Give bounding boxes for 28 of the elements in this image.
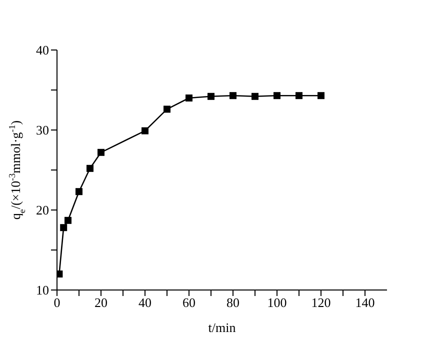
x-tick-label: 140 [355,295,375,310]
point [318,92,324,100]
x-tick-label: 40 [138,295,152,310]
point [208,92,214,100]
x-tick-label: 80 [226,295,240,310]
x-tick-label: 0 [54,295,60,310]
x-tick-label: 100 [267,295,287,310]
point [274,92,280,100]
x-tick-label: 120 [311,295,331,310]
point [186,94,192,102]
point [64,216,72,224]
point [164,106,170,113]
point [142,127,148,134]
y-tick-label: 10 [36,282,49,298]
point [57,270,63,278]
y-tick-label: 40 [36,42,49,58]
x-axis-title: t/min [208,320,236,335]
y-tick-label: 30 [36,122,49,138]
point [98,148,104,156]
point [76,188,82,196]
y-tick-label: 20 [36,202,49,218]
x-tick-label: 60 [182,295,196,310]
point [86,164,94,172]
x-tick-label: 20 [94,295,108,310]
point [60,224,68,232]
point [252,92,258,100]
point [230,92,236,100]
point [296,92,302,100]
